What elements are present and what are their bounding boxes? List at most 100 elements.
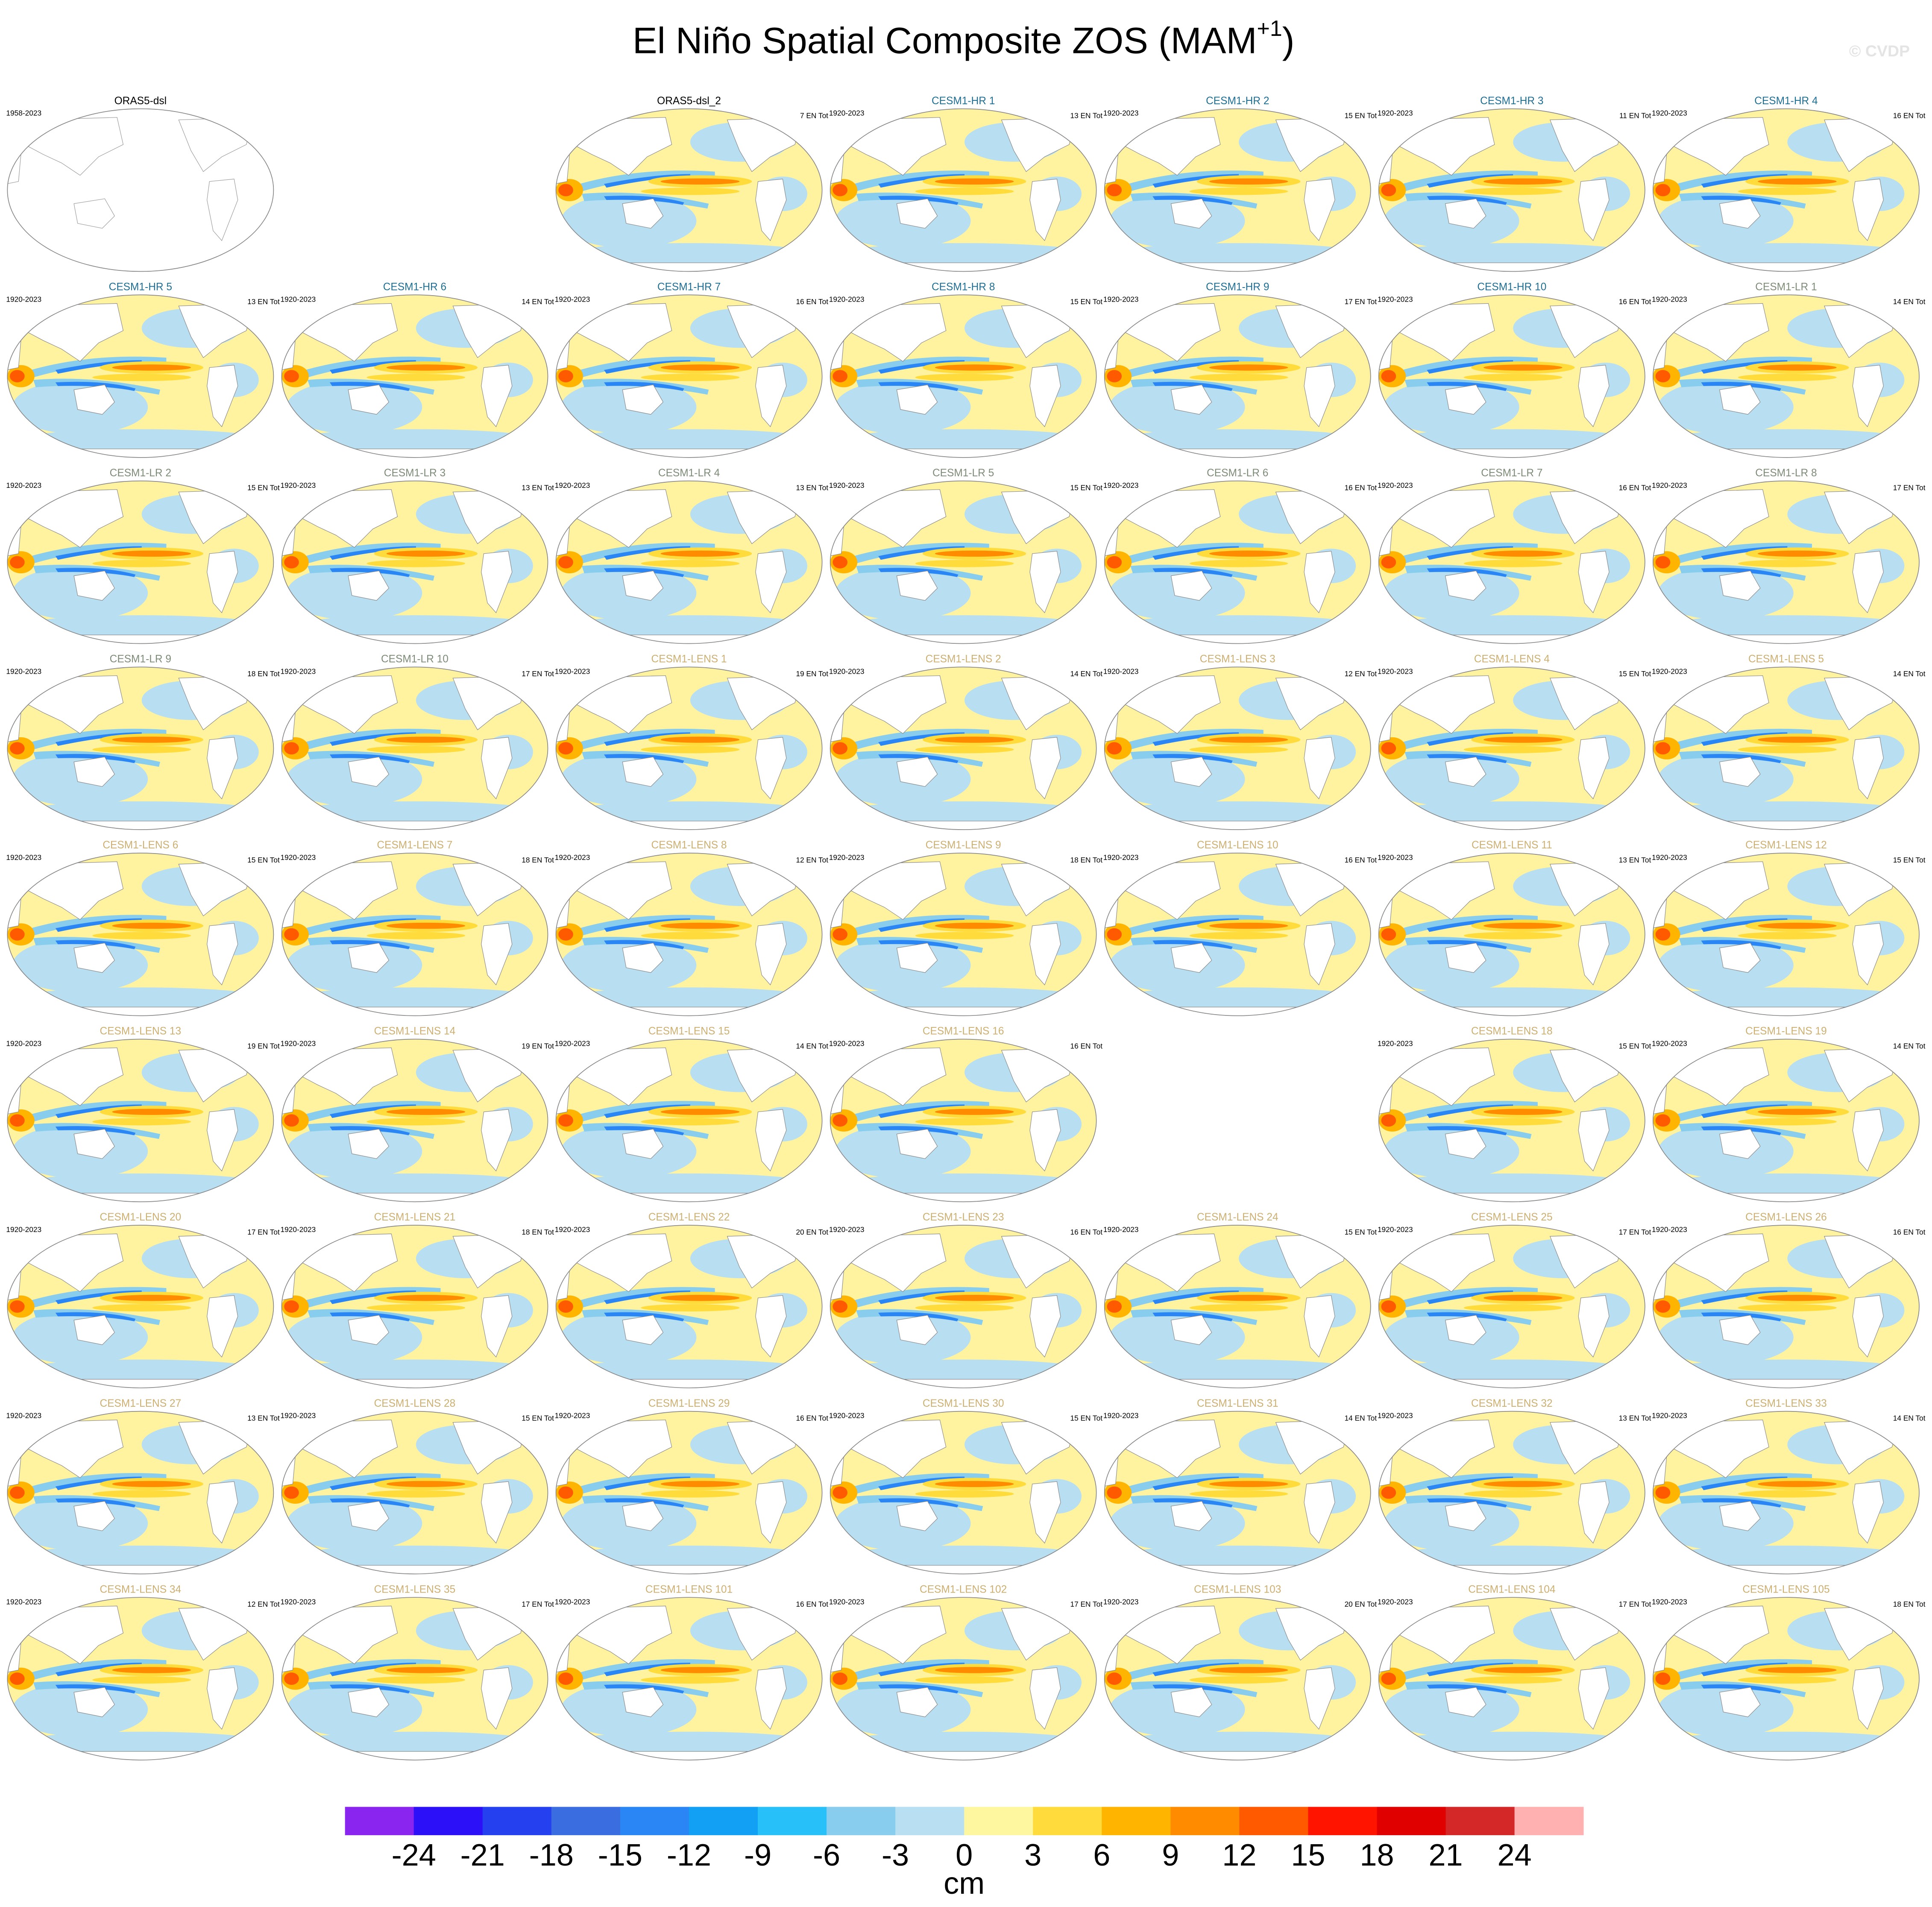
panel: CESM1-HR 3 1920-2023 11 EN Tot (1378, 95, 1651, 273)
panel-period: 1958-2023 (6, 109, 41, 117)
watermark: © CVDP (1849, 42, 1910, 60)
panel-count: 16 EN Tot (796, 1414, 828, 1422)
panel: CESM1-LENS 30 1920-2023 15 EN Tot (829, 1398, 1102, 1575)
panel: CESM1-LENS 4 1920-2023 15 EN Tot (1378, 653, 1651, 830)
panel-count: 12 EN Tot (1345, 669, 1377, 678)
map (6, 480, 275, 645)
panel: CESM1-LENS 103 1920-2023 20 EN Tot (1103, 1584, 1377, 1761)
panel-title: CESM1-LENS 12 (1745, 839, 1827, 851)
panel: CESM1-LENS 32 1920-2023 13 EN Tot (1378, 1398, 1651, 1575)
panel-title: CESM1-LENS 7 (377, 839, 452, 851)
panel-count: 14 EN Tot (522, 297, 554, 306)
panel-count: 13 EN Tot (1619, 1414, 1651, 1422)
panel-title: CESM1-LENS 32 (1471, 1398, 1553, 1409)
panel-title: CESM1-LENS 33 (1745, 1398, 1827, 1409)
panel-title: CESM1-LENS 102 (920, 1584, 1007, 1595)
panel: CESM1-LENS 11 1920-2023 13 EN Tot (1378, 839, 1651, 1017)
panel-period: 1920-2023 (1652, 481, 1687, 490)
panel-count: 16 EN Tot (796, 1600, 828, 1608)
panel: CESM1-LENS 34 1920-2023 12 EN Tot (6, 1584, 280, 1761)
colorbar-box (413, 1807, 483, 1835)
colorbar-box (758, 1807, 827, 1835)
panel-title: CESM1-LR 9 (110, 653, 171, 665)
panel: CESM1-LENS 28 1920-2023 15 EN Tot (281, 1398, 554, 1575)
colorbar-tick-label: -12 (667, 1838, 711, 1872)
map (281, 852, 549, 1017)
map (555, 1038, 824, 1203)
panel: CESM1-LR 3 1920-2023 13 EN Tot (281, 467, 554, 645)
colorbar-box (620, 1807, 689, 1835)
title-end: ) (1282, 21, 1295, 62)
figure-title: El Niño Spatial Composite ZOS (MAM+1) (633, 16, 1295, 62)
panel-title: CESM1-LENS 104 (1468, 1584, 1555, 1595)
colorbar-box (827, 1807, 896, 1835)
map (829, 1224, 1098, 1389)
panel-period: 1920-2023 (1652, 1039, 1687, 1048)
panel-title: CESM1-LR 3 (384, 467, 446, 479)
map (281, 1410, 549, 1575)
panel: CESM1-LENS 20 1920-2023 17 EN Tot (6, 1212, 280, 1389)
panel: CESM1-LENS 25 1920-2023 17 EN Tot (1378, 1212, 1651, 1389)
map (1652, 293, 1920, 459)
panel: ORAS5-dsl 1958-2023 (6, 95, 273, 272)
panel-count: 15 EN Tot (1619, 669, 1651, 678)
panel-period: 1920-2023 (6, 481, 41, 490)
panel-title: CESM1-LR 2 (110, 467, 171, 479)
colorbar-tick-label: -9 (744, 1838, 771, 1872)
colorbar-box (345, 1807, 414, 1835)
panel: CESM1-LENS 8 1920-2023 12 EN Tot (555, 839, 828, 1017)
panel-count: 19 EN Tot (796, 669, 828, 678)
colorbar-tick-label: -21 (460, 1838, 505, 1872)
colorbar-box (1377, 1807, 1446, 1835)
panel-period: 1920-2023 (1103, 1411, 1139, 1420)
map (281, 480, 549, 645)
panel: CESM1-LENS 24 1920-2023 15 EN Tot (1103, 1212, 1377, 1389)
panel-period: 1920-2023 (829, 109, 865, 117)
map (1103, 1410, 1372, 1575)
panel: CESM1-LENS 6 1920-2023 15 EN Tot (6, 839, 280, 1017)
panel-title: CESM1-LENS 16 (923, 1026, 1004, 1037)
panel-count: 15 EN Tot (1619, 1042, 1651, 1050)
panel: CESM1-LR 6 1920-2023 16 EN Tot (1103, 467, 1377, 645)
panel: CESM1-LENS 102 1920-2023 17 EN Tot (829, 1584, 1102, 1761)
panel-title: CESM1-LR 10 (381, 653, 449, 665)
map (6, 109, 273, 272)
panel-title: CESM1-LENS 26 (1745, 1212, 1827, 1223)
panel-period: 1920-2023 (555, 295, 590, 303)
panel-title: CESM1-LENS 29 (648, 1398, 730, 1409)
panel: CESM1-LENS 31 1920-2023 14 EN Tot (1103, 1398, 1377, 1575)
panel: CESM1-HR 5 1920-2023 13 EN Tot (6, 281, 280, 458)
panel: CESM1-LENS 23 1920-2023 16 EN Tot (829, 1212, 1102, 1389)
panel-count: 14 EN Tot (1893, 297, 1926, 306)
panel-period: 1920-2023 (829, 1597, 865, 1606)
panel-period: 1920-2023 (1103, 1597, 1139, 1606)
map (1103, 852, 1372, 1017)
panel-period: 1920-2023 (281, 667, 316, 675)
panel-period: 1920-2023 (829, 295, 865, 303)
panel-period: 1920-2023 (1378, 1225, 1413, 1234)
map (1378, 1224, 1646, 1389)
panel-period: 1920-2023 (555, 853, 590, 862)
panel-period: 1920-2023 (6, 667, 41, 675)
panel: CESM1-LENS 105 1920-2023 18 EN Tot (1652, 1584, 1926, 1761)
colorbar-tick-label: 18 (1360, 1838, 1394, 1872)
panel-period: 1920-2023 (6, 1225, 41, 1234)
panel-period: 1920-2023 (555, 1411, 590, 1420)
map (1378, 108, 1646, 273)
panel-period: 1920-2023 (555, 1597, 590, 1606)
panel-title: CESM1-HR 2 (1206, 95, 1269, 107)
panel-period: 1920-2023 (1378, 481, 1413, 490)
panel-title: CESM1-HR 3 (1480, 95, 1543, 107)
map (1652, 1038, 1920, 1203)
panel-count: 14 EN Tot (796, 1042, 828, 1050)
panel: CESM1-LENS 26 1920-2023 16 EN Tot (1652, 1212, 1926, 1389)
panel-title: CESM1-LENS 22 (648, 1212, 730, 1223)
panel-title: CESM1-HR 7 (657, 281, 721, 293)
panel-count: 11 EN Tot (1619, 111, 1651, 120)
panel-title: CESM1-LENS 101 (645, 1584, 733, 1595)
panel: CESM1-HR 9 1920-2023 17 EN Tot (1103, 281, 1377, 458)
panel-title: CESM1-LENS 27 (100, 1398, 182, 1409)
map (1378, 293, 1646, 459)
panel-count: 17 EN Tot (1345, 297, 1377, 306)
